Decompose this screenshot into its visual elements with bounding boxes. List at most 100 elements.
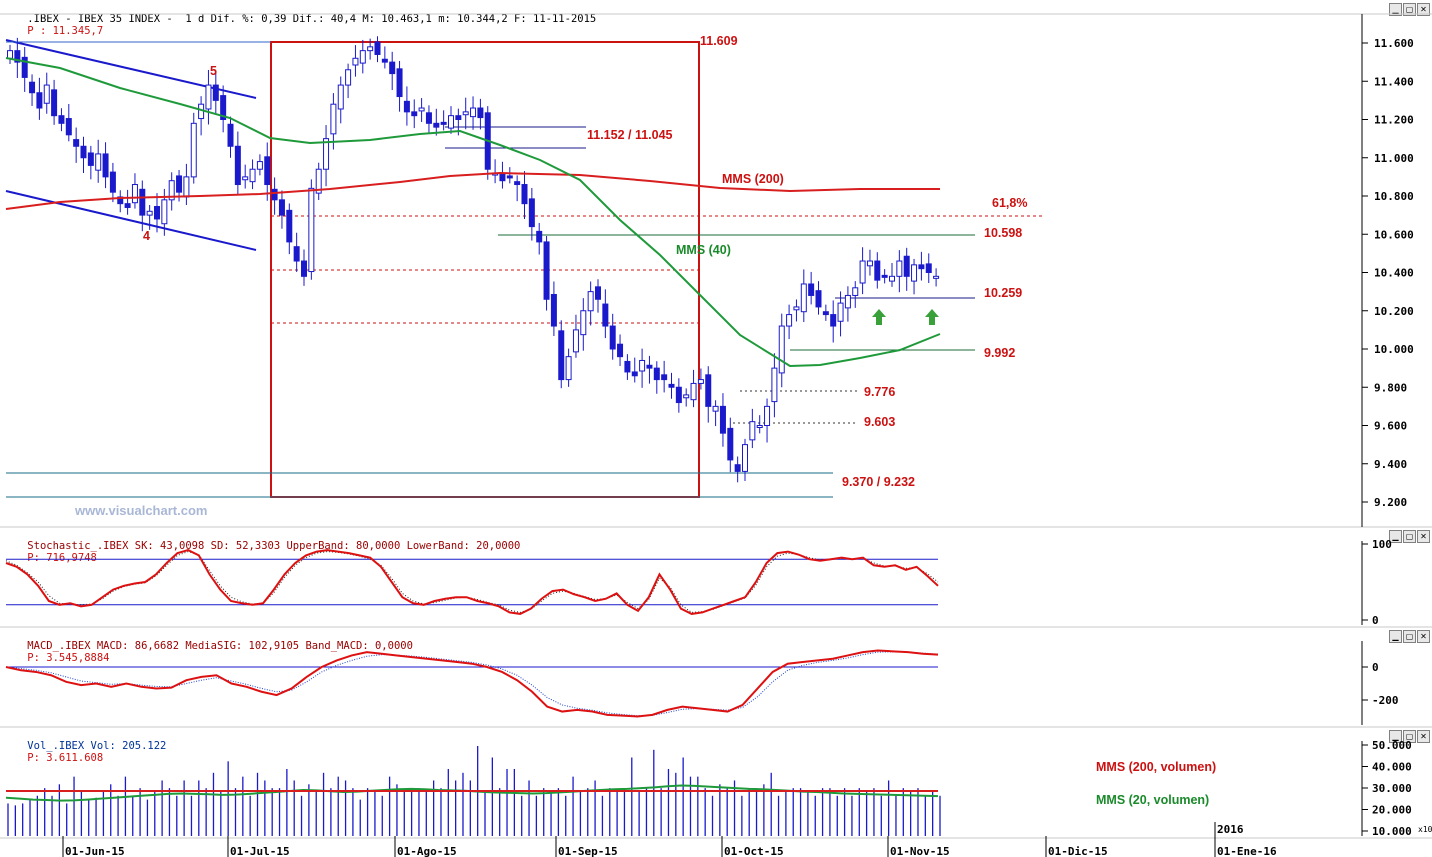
level-label-9992: 9.992 [984, 346, 1015, 360]
candle-body [771, 367, 778, 403]
candle-body [742, 444, 748, 472]
vol-mms20-label: MMS (20, volumen) [1096, 793, 1209, 807]
minimize-icon[interactable]: ▁ [1389, 3, 1402, 16]
date-tick-label: 01-Dic-15 [1048, 845, 1108, 857]
candle-body [220, 95, 227, 120]
candle-body [675, 386, 682, 404]
candle-body [521, 184, 528, 205]
price-tick-label: 10.200 [1374, 305, 1414, 318]
candle-body [278, 199, 285, 216]
candle-body [668, 383, 675, 388]
candle-body [506, 175, 513, 179]
price-tick-label: 10.600 [1374, 228, 1414, 241]
candle-body [7, 50, 13, 59]
candle-body [881, 274, 888, 278]
date-tick-label: 01-Jul-15 [230, 845, 290, 857]
macd-restore-icon[interactable]: ▢ [1403, 630, 1416, 643]
stoch-minimize-icon[interactable]: ▁ [1389, 530, 1402, 543]
price-tick-label: 11.600 [1374, 37, 1414, 50]
macd-line [5, 649, 939, 718]
stoch-price: P: 716,9748 [27, 552, 97, 564]
close-icon[interactable]: ✕ [1417, 3, 1430, 16]
candle-body [617, 343, 624, 358]
price-tick-label: 10.000 [1374, 343, 1414, 356]
candle-body [315, 168, 322, 194]
date-tick-label: 01-Ene-16 [1217, 845, 1277, 857]
candle-body [631, 371, 638, 377]
candle-body [808, 283, 815, 296]
candle-body [323, 138, 330, 170]
candle-body [499, 172, 506, 182]
candle-body [389, 61, 396, 75]
candle-body [778, 325, 785, 374]
macd-close-icon[interactable]: ✕ [1417, 630, 1430, 643]
level-label-9776: 9.776 [864, 385, 895, 399]
candle-body [609, 325, 616, 350]
candle-body [286, 209, 293, 243]
vol-tick-label: 20.000 [1372, 804, 1412, 817]
price-tick-label: 11.200 [1374, 114, 1414, 127]
candle-body [227, 123, 234, 147]
candle-body [653, 367, 660, 381]
candle-body [800, 283, 807, 313]
candle-body [859, 260, 866, 284]
macd-minimize-icon[interactable]: ▁ [1389, 630, 1402, 643]
price-tick-label: 11.000 [1374, 152, 1414, 165]
macd-header-text: MACD_.IBEX MACD: 86,6682 MediaSIG: 102,9… [27, 640, 413, 652]
macd-tick-label: -200 [1372, 694, 1399, 707]
candle-body [683, 394, 690, 399]
candle-body [190, 122, 197, 178]
mms200-line [5, 171, 940, 210]
vol-price: P: 3.611.608 [27, 752, 104, 764]
macd-signal-line [5, 651, 939, 717]
candle-body [822, 311, 829, 316]
candle-body [359, 50, 366, 64]
candle-body [572, 329, 579, 353]
candle-body [925, 263, 932, 273]
candle-body [374, 41, 381, 55]
wave-label-4: 4 [143, 229, 150, 243]
vol-minimize-icon[interactable]: ▁ [1389, 730, 1402, 743]
restore-icon[interactable]: ▢ [1403, 3, 1416, 16]
vol-header-text: Vol_.IBEX Vol: 205.122 [27, 740, 167, 752]
candle-body [271, 188, 278, 201]
date-tick-label: 01-Oct-15 [724, 845, 784, 857]
stoch-restore-icon[interactable]: ▢ [1403, 530, 1416, 543]
candle-body [830, 314, 837, 327]
candle-body [470, 107, 477, 118]
macd-header: MACD_.IBEX MACD: 86,6682 MediaSIG: 102,9… [2, 628, 413, 676]
candle-body [837, 302, 844, 322]
candle-body [117, 196, 124, 205]
candle-body [433, 122, 440, 128]
vol-mms20-line [5, 784, 939, 802]
candle-body [330, 103, 337, 135]
candle-body [396, 68, 403, 98]
price-tick-label: 11.400 [1374, 75, 1414, 88]
candle-body [301, 260, 307, 277]
candle-body [293, 246, 300, 262]
level-label-9370: 9.370 / 9.232 [842, 475, 915, 489]
price-label: P : 11.345,7 [27, 25, 104, 37]
candle-body [528, 198, 535, 228]
stoch-close-icon[interactable]: ✕ [1417, 530, 1430, 543]
stoch-tick-label: 100 [1372, 538, 1392, 551]
candle-body [639, 359, 646, 372]
date-tick-label: 01-Jun-15 [65, 845, 125, 857]
mms200-label: MMS (200) [722, 172, 784, 186]
candle-body [727, 427, 734, 461]
candle-body [102, 153, 109, 178]
candle-body [705, 374, 712, 407]
vol-restore-icon[interactable]: ▢ [1403, 730, 1416, 743]
candle-body [109, 171, 116, 193]
candle-body [661, 374, 668, 381]
candle-body [440, 121, 447, 125]
candle-body [381, 58, 388, 63]
macd-price: P: 3.545,8884 [27, 652, 110, 664]
vol-tick-label: 10.000 [1372, 825, 1412, 838]
vol-tick-label: 30.000 [1372, 782, 1412, 795]
level-label-11609: 11.609 [700, 34, 738, 48]
candle-body [448, 115, 454, 129]
candle-body [234, 145, 241, 186]
main-header: .IBEX - IBEX 35 INDEX - 1 d Dif. %: 0,39… [2, 1, 596, 49]
vol-close-icon[interactable]: ✕ [1417, 730, 1430, 743]
